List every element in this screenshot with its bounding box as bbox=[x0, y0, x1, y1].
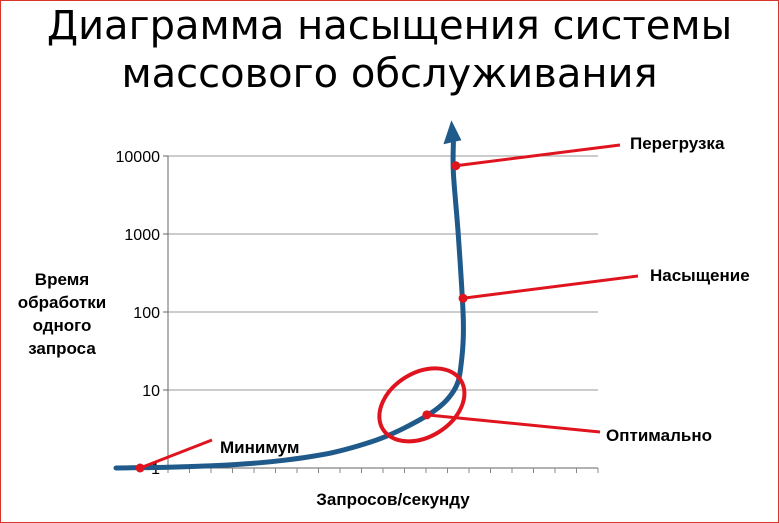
y-tick-label-1000: 1000 bbox=[124, 227, 160, 244]
y-tick-label-10: 10 bbox=[142, 383, 160, 400]
axes bbox=[163, 155, 599, 473]
chart-title: Диаграмма насыщения системы массового об… bbox=[0, 2, 779, 98]
annotation-label-3: Перегрузка bbox=[630, 134, 725, 153]
annotation-line-1 bbox=[426, 413, 601, 434]
annotation-label-0: Минимум bbox=[220, 438, 300, 457]
annotation-point-1 bbox=[422, 410, 432, 420]
y-axis-label: Время обработки одного запроса bbox=[17, 270, 107, 358]
title-line-2: массового обслуживания bbox=[121, 51, 658, 97]
x-axis-label: Запросов/секунду bbox=[316, 490, 470, 509]
annotation-line-2 bbox=[462, 274, 639, 300]
series-curve bbox=[113, 120, 466, 471]
annotation-label-1: Оптимально bbox=[606, 426, 712, 445]
annotation-label-2: Насыщение bbox=[650, 266, 750, 285]
series-line bbox=[113, 139, 466, 471]
title-line-1: Диаграмма насыщения системы bbox=[46, 3, 733, 49]
y-tick-label-100: 100 bbox=[133, 305, 160, 322]
y-tick-label-10000: 10000 bbox=[116, 149, 161, 166]
grid-lines bbox=[168, 155, 598, 391]
arrow-head bbox=[443, 120, 462, 145]
annotation-line-3 bbox=[455, 143, 621, 168]
annotations: Минимум Оптимально Насыщение Перегрузка bbox=[135, 134, 750, 473]
annotation-point-3 bbox=[451, 161, 461, 171]
annotation-line-0 bbox=[139, 438, 213, 470]
annotation-point-2 bbox=[458, 293, 468, 303]
annotation-point-0 bbox=[135, 463, 145, 473]
optimal-ring bbox=[377, 366, 467, 444]
